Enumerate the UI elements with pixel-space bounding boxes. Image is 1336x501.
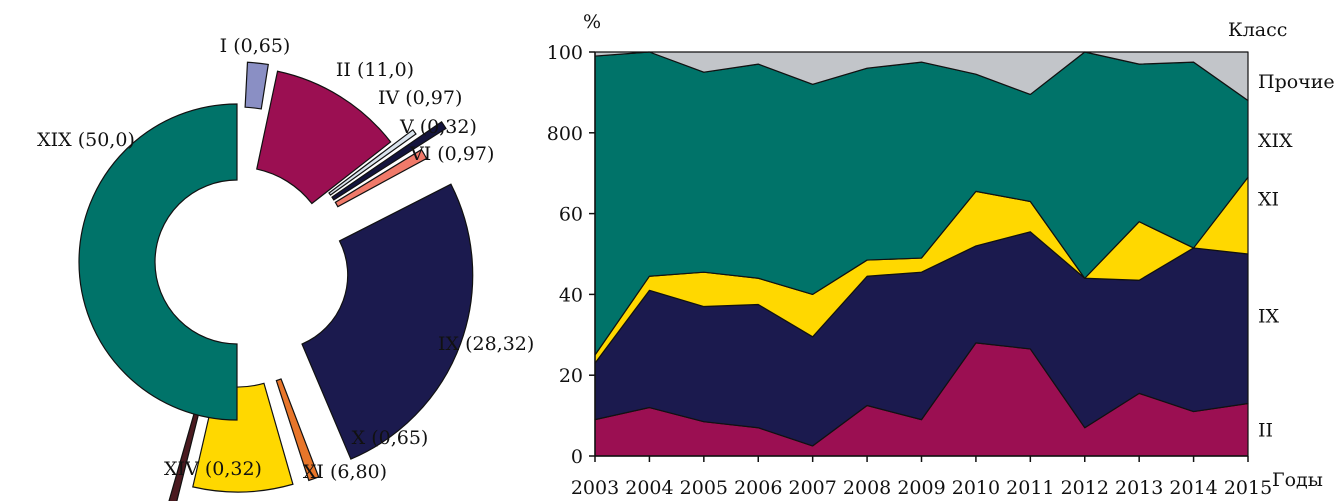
- x-tick-label: 2004: [625, 477, 673, 499]
- x-tick-label: 2003: [571, 477, 619, 499]
- series-label: XI: [1258, 189, 1279, 211]
- x-tick-label: 2013: [1115, 477, 1163, 499]
- donut-slice: [328, 128, 417, 196]
- area-series: [594, 51, 1249, 102]
- donut-slice-label: VI (0,97): [409, 143, 494, 165]
- area-series: [594, 51, 1249, 356]
- x-tick-label: 2015: [1224, 477, 1272, 499]
- x-tick-label: 2011: [1006, 477, 1054, 499]
- donut-slice: [334, 148, 428, 208]
- donut-slice: [301, 183, 474, 460]
- donut-slice-label: XIX (50,0): [37, 129, 135, 151]
- series-label: XIX: [1258, 130, 1293, 152]
- x-axis-label: Годы: [1272, 469, 1323, 491]
- y-tick-label: 0: [571, 446, 583, 468]
- y-tick-label: 20: [559, 365, 583, 387]
- donut-slice: [331, 120, 447, 201]
- donut-slice: [275, 378, 320, 482]
- x-tick-label: 2012: [1061, 477, 1109, 499]
- series-label: II: [1258, 420, 1273, 442]
- donut-slice-label: IX (28,32): [438, 333, 534, 355]
- y-tick-label: 60: [559, 204, 583, 226]
- donut-slice-label: XI (6,80): [303, 461, 387, 483]
- donut-slice: [244, 61, 269, 110]
- donut-chart: I (0,65) II (11,0) IV (0,97) V (0,32) VI (0,…: [37, 35, 534, 501]
- legend-title: Класс: [1228, 19, 1287, 41]
- x-tick-label: 2005: [680, 477, 728, 499]
- x-tick-label: 2009: [897, 477, 945, 499]
- donut-slice-label: V (0,32): [399, 116, 477, 138]
- donut-slice-label: IV (0,97): [378, 87, 462, 109]
- donut-slice-label: II (11,0): [336, 59, 414, 81]
- x-tick-label: 2014: [1169, 477, 1217, 499]
- series-label: Прочие: [1258, 71, 1335, 93]
- area-series: [594, 176, 1249, 364]
- x-tick-label: 2007: [788, 477, 836, 499]
- area-series: [594, 342, 1249, 457]
- x-tick-label: 2006: [734, 477, 782, 499]
- x-tick-label: 2008: [843, 477, 891, 499]
- donut-slice-label: I (0,65): [220, 35, 291, 57]
- donut-slice-label: X (0,65): [352, 427, 429, 449]
- area-series: [594, 231, 1249, 447]
- y-axis-label: %: [583, 11, 601, 33]
- donut-slice-label: XIV (0,32): [164, 458, 262, 480]
- donut-slice: [256, 70, 392, 205]
- x-tick-label: 2010: [952, 477, 1000, 499]
- series-label: IX: [1258, 306, 1280, 328]
- donut-slice: [78, 103, 238, 421]
- y-tick-label: 40: [559, 284, 583, 306]
